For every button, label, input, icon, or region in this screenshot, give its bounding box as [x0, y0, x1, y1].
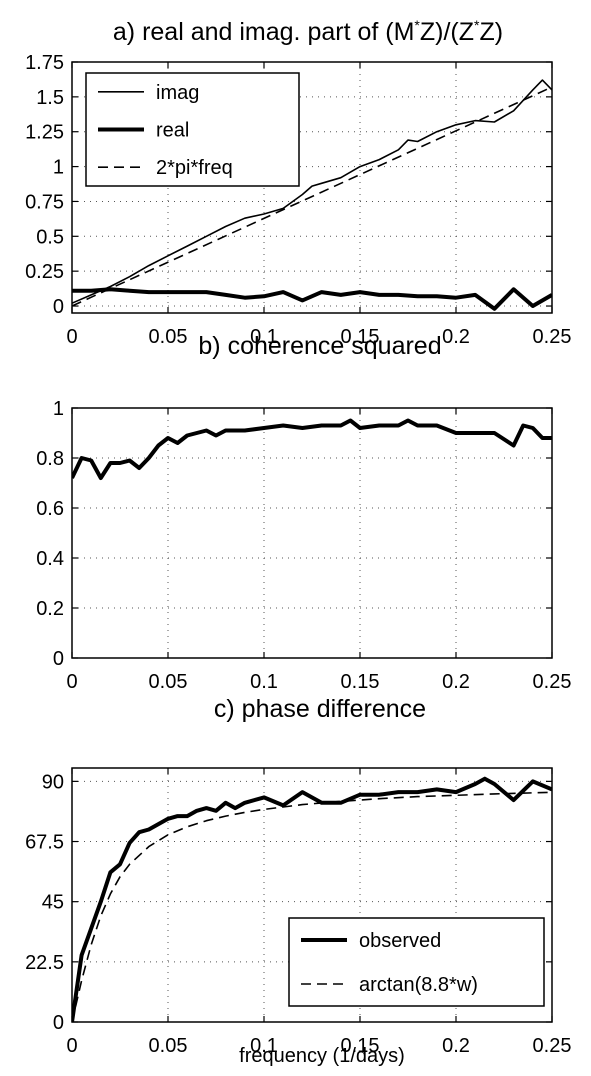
pc-ytick-label-4: 90	[42, 771, 64, 793]
pb-xtick-label-0: 0	[66, 671, 77, 693]
pa-legend-label-0: imag	[156, 82, 199, 104]
pb-xtick-label-5: 0.25	[533, 671, 572, 693]
pb-xtick-label-1: 0.05	[149, 671, 188, 693]
panel-a-title-part1: a) real and imag. part of (M	[113, 18, 415, 46]
pa-ytick-label-4: 1	[53, 157, 64, 179]
pa-series-real-line	[72, 287, 552, 311]
pc-xtick-label-2: 0.1	[250, 1035, 278, 1057]
pb-xtick-label-4: 0.2	[442, 671, 470, 693]
pc-legend-label-1: arctan(8.8*w)	[359, 974, 478, 996]
pb-xtick-label-3: 0.15	[341, 671, 380, 693]
pa-axes-frame	[71, 61, 553, 314]
pa-xtick-label-0: 0	[66, 326, 77, 348]
panel-c-title: c) phase difference	[214, 695, 426, 723]
pc-xtick-label-4: 0.2	[442, 1035, 470, 1057]
pa-ytick-label-3: 0.75	[25, 191, 64, 213]
pb-ytick-label-5: 1	[53, 398, 64, 420]
panel-c-xlabel: frequency (1/days)	[239, 1045, 405, 1067]
pb-ytick-label-2: 0.4	[36, 548, 64, 570]
pa-ytick-label-5: 1.25	[25, 122, 64, 144]
pc-ytick-label-0: 0	[53, 1012, 64, 1034]
pa-xtick-label-4: 0.2	[442, 326, 470, 348]
pa-series-imag-line	[72, 79, 552, 304]
pb-ytick-label-3: 0.6	[36, 498, 64, 520]
pa-legend-label-2: 2*pi*freq	[156, 157, 233, 179]
pa-legend-label-1: real	[156, 120, 189, 142]
panel-a-plot: 0 0.05 0.1 0.15 0.2 0.25 0 0.25 0.5 0.75 1 1.25 1.5 1…	[25, 52, 571, 348]
panel-b-title: b) coherence squared	[198, 332, 441, 360]
pa-ytick-label-6: 1.5	[36, 87, 64, 109]
pa-xtick-label-3: 0.15	[341, 326, 380, 348]
pb-ytick-label-1: 0.2	[36, 598, 64, 620]
pb-xtick-label-2: 0.1	[250, 671, 278, 693]
panel-a-title-sup1: *	[414, 17, 420, 33]
panel-a-title-sup2: *	[474, 17, 480, 33]
pc-legend-box	[288, 917, 545, 1007]
pb-ytick-label-0: 0	[53, 648, 64, 670]
pb-ytick-label-4: 0.8	[36, 448, 64, 470]
pa-series-2-pi-freq-line	[72, 86, 552, 307]
pc-xtick-label-0: 0	[66, 1035, 77, 1057]
pc-series-arctan-8-8-w--line	[72, 791, 552, 1022]
panel-b-plot: 0 0.05 0.1 0.15 0.2 0.25 0 0.2 0.4 0.6 0.8 1	[36, 398, 571, 693]
pb-series-0-line	[72, 418, 552, 480]
pa-ytick-label-1: 0.25	[25, 261, 64, 283]
pc-axes-frame	[71, 767, 553, 1023]
pc-xtick-label-5: 0.25	[533, 1035, 572, 1057]
pb-axes-frame	[71, 407, 553, 659]
pa-xtick-label-1: 0.05	[149, 326, 188, 348]
panel-a-title: a) real and imag. part of (M*Z)/(Z*Z)	[113, 17, 503, 46]
pc-ytick-label-2: 45	[42, 892, 64, 914]
pc-ytick-label-1: 22.5	[25, 952, 64, 974]
pa-ytick-label-0: 0	[53, 296, 64, 318]
pc-xtick-label-3: 0.15	[341, 1035, 380, 1057]
pc-legend-label-0: observed	[359, 930, 441, 952]
pa-xtick-label-5: 0.25	[533, 326, 572, 348]
pc-xtick-label-1: 0.05	[149, 1035, 188, 1057]
pa-ytick-label-2: 0.5	[36, 226, 64, 248]
pa-xtick-label-2: 0.1	[250, 326, 278, 348]
pc-series-observed-line	[72, 776, 552, 1022]
panel-c-plot: 0 0.05 0.1 0.15 0.2 0.25 0 22.5 45 67.5 90 observed…	[25, 767, 572, 1057]
panel-a-title-part2: Z)/(Z	[420, 18, 474, 46]
pc-ytick-label-3: 67.5	[25, 832, 64, 854]
pa-ytick-label-7: 1.75	[25, 52, 64, 74]
panel-a-title-part3: Z)	[479, 18, 503, 46]
